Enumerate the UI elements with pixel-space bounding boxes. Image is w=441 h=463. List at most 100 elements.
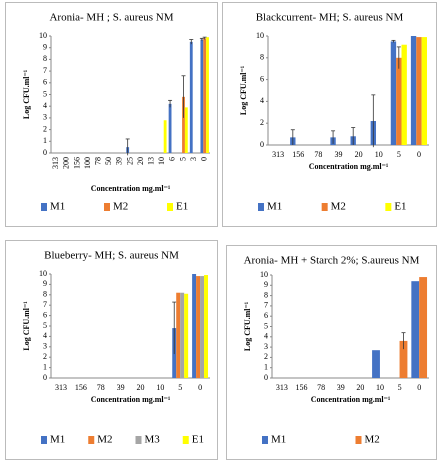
y-tick-label: 4	[43, 101, 47, 110]
x-tick-label: 313	[276, 383, 288, 392]
legend-label: M1	[50, 201, 65, 213]
chart-title: Aronia- MH + Starch 2%; S.aureus NM	[244, 255, 420, 267]
y-axis-label: Log CFU.ml⁻¹	[22, 301, 31, 351]
x-tick-label: 25	[125, 157, 134, 165]
x-tick-label: 20	[356, 383, 364, 392]
x-axis-label: Concentration mg.ml⁻¹	[91, 184, 171, 193]
legend-swatch	[41, 203, 47, 211]
bar	[184, 293, 189, 378]
x-tick-label: 78	[97, 383, 105, 392]
y-axis-label: Log CFU.ml⁻¹	[243, 301, 252, 351]
y-tick-label: 4	[264, 332, 268, 341]
y-tick-label: 0	[264, 373, 268, 382]
x-tick-label: 0	[417, 150, 421, 159]
bar	[411, 281, 420, 378]
bar	[401, 44, 407, 145]
legend-label: M1	[267, 201, 282, 213]
x-tick-label: 39	[115, 157, 124, 165]
x-tick-label: 0	[198, 383, 202, 392]
bar	[203, 38, 207, 154]
y-tick-label: 5	[43, 89, 47, 98]
bar	[163, 120, 167, 153]
y-axis-label: Log CFU.ml⁻¹	[22, 69, 31, 119]
x-tick-label: 10	[376, 383, 384, 392]
legend-swatch	[88, 436, 95, 444]
y-axis-label: Log CFU.ml⁻¹	[239, 65, 248, 115]
bar	[192, 274, 197, 378]
chart-panel: Aronia- MH + Starch 2%; S.aureus NM Log C…	[226, 245, 437, 460]
x-tick-label: 6	[168, 157, 177, 161]
legend-label: M2	[97, 434, 112, 446]
y-tick-label: 4	[43, 331, 47, 340]
y-tick-label: 7	[43, 66, 47, 75]
bar	[390, 41, 397, 146]
legend-label: M1	[50, 434, 65, 446]
x-tick-label: 3	[189, 157, 198, 161]
x-tick-label: 5	[178, 383, 182, 392]
x-tick-label: 78	[94, 157, 103, 165]
y-tick-label: 10	[260, 270, 268, 279]
x-tick-label: 20	[355, 150, 363, 159]
legend-swatch	[41, 436, 47, 444]
bar	[419, 277, 428, 378]
x-tick-label: 78	[314, 150, 322, 159]
x-tick-label: 10	[375, 150, 383, 159]
y-tick-label: 6	[43, 78, 47, 87]
chart-title: Blueberry- MH; S. aureus NM	[44, 250, 179, 262]
x-axis-label: Concentration mg.ml⁻¹	[311, 395, 391, 404]
bar	[176, 292, 181, 378]
bar	[204, 275, 209, 378]
y-tick-label: 2	[43, 352, 47, 361]
bar	[200, 39, 204, 154]
bar	[189, 41, 193, 153]
y-tick-label: 8	[260, 53, 264, 62]
legend-label: M2	[331, 201, 346, 213]
legend-swatch	[135, 436, 142, 444]
bar	[416, 37, 422, 146]
legend-swatch	[104, 203, 110, 211]
chart-title: Aronia- MH ; S. aureus NM	[49, 12, 173, 24]
x-tick-label: 5	[178, 157, 187, 161]
chart-panel: Blueberry- MH; S. aureus NM Log CFU.ml⁻¹ 0…	[5, 240, 218, 460]
bar	[184, 107, 188, 153]
y-tick-label: 2	[260, 118, 264, 127]
x-tick-label: 50	[104, 157, 113, 165]
x-tick-label: 39	[337, 383, 345, 392]
y-tick-label: 1	[264, 363, 268, 372]
y-tick-label: 9	[43, 43, 47, 52]
bar	[372, 350, 380, 378]
y-tick-label: 9	[43, 279, 47, 288]
x-tick-label: 39	[117, 383, 125, 392]
legend-swatch	[167, 203, 173, 211]
x-tick-label: 313	[51, 157, 60, 169]
y-tick-label: 6	[43, 310, 47, 319]
y-tick-label: 8	[43, 290, 47, 299]
bar	[182, 96, 185, 153]
x-tick-label: 200	[62, 157, 71, 169]
y-tick-label: 0	[43, 373, 47, 382]
x-tick-label: 39	[334, 150, 342, 159]
y-tick-label: 1	[43, 136, 47, 145]
y-tick-label: 9	[264, 280, 268, 289]
legend-swatch	[355, 436, 362, 444]
x-tick-label: 0	[200, 157, 209, 161]
x-tick-label: 10	[157, 157, 166, 165]
y-tick-label: 2	[264, 352, 268, 361]
y-tick-label: 3	[43, 342, 47, 351]
y-tick-label: 10	[39, 269, 47, 278]
bar	[396, 57, 402, 145]
y-tick-label: 3	[43, 113, 47, 122]
y-tick-label: 10	[39, 31, 47, 40]
legend-swatch	[262, 436, 268, 444]
legend-label: M2	[113, 201, 128, 213]
x-tick-label: 156	[292, 150, 304, 159]
y-tick-label: 7	[264, 301, 268, 310]
y-tick-label: 10	[256, 31, 264, 40]
x-tick-label: 156	[295, 383, 307, 392]
x-tick-label: 313	[55, 383, 67, 392]
y-tick-label: 7	[43, 300, 47, 309]
y-tick-label: 5	[264, 321, 268, 330]
bar	[421, 37, 427, 146]
x-tick-label: 20	[136, 157, 145, 165]
legend-swatch	[321, 203, 328, 211]
